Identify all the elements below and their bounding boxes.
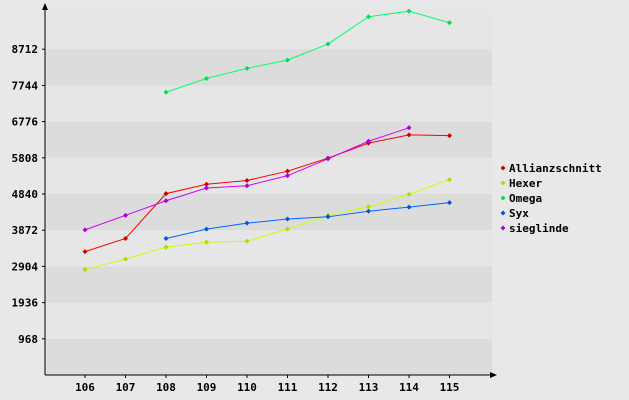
- data-point-allianzschnitt: [285, 168, 290, 174]
- y-tick-label: 5808: [12, 152, 39, 165]
- data-point-hexer: [285, 226, 290, 232]
- data-point-omega: [244, 65, 250, 71]
- y-axis-ticks: 968 1936 2904 3872 4840 5808 6776 7744 8712: [12, 43, 45, 346]
- x-tick-label: 111: [278, 381, 298, 394]
- legend-marker-allianzschnitt: [500, 165, 506, 171]
- series-markers: [82, 8, 452, 273]
- y-tick-label: 7744: [12, 79, 39, 92]
- plot-background-bands: [45, 10, 492, 375]
- data-point-syx: [325, 214, 331, 220]
- plot-band: [45, 10, 492, 50]
- data-point-allianzschnitt: [204, 181, 209, 187]
- series-line-hexer: [84, 179, 450, 271]
- y-tick-label: 1936: [12, 297, 39, 310]
- legend-marker-sieglinde: [500, 225, 506, 231]
- data-point-sieglinde: [406, 125, 412, 131]
- data-point-hexer: [406, 191, 412, 197]
- data-point-allianzschnitt: [123, 235, 128, 241]
- data-point-allianzschnitt: [406, 132, 412, 138]
- series-line-allianzschnitt: [84, 134, 450, 253]
- y-tick-label: 8712: [12, 43, 39, 56]
- data-point-syx: [204, 226, 209, 232]
- x-tick-label: 112: [318, 381, 338, 394]
- data-point-hexer: [82, 267, 88, 273]
- legend-label-sieglinde: sieglinde: [509, 222, 569, 235]
- data-point-sieglinde: [123, 212, 128, 218]
- data-point-hexer: [204, 239, 209, 245]
- data-point-sieglinde: [163, 198, 169, 204]
- x-tick-label: 108: [156, 381, 176, 394]
- plot-band: [45, 49, 492, 86]
- plot-band: [45, 193, 492, 231]
- data-point-syx: [285, 216, 290, 222]
- y-tick-label: 4840: [12, 188, 39, 201]
- x-tick-label: 109: [197, 381, 217, 394]
- data-point-omega: [163, 89, 169, 95]
- x-axis-ticks: 106 107 108 109 110 111 112 113 114 115: [75, 375, 459, 394]
- data-point-syx: [366, 208, 371, 214]
- legend-marker-syx: [500, 210, 506, 216]
- data-point-syx: [244, 220, 250, 226]
- legend-marker-hexer: [500, 180, 506, 186]
- legend-label-allianzschnitt: Allianzschnitt: [509, 162, 602, 175]
- plot-band: [45, 266, 492, 303]
- axes: [42, 3, 497, 378]
- y-tick-label: 2904: [12, 260, 39, 273]
- data-point-omega: [366, 14, 371, 20]
- legend: Allianzschnitt Hexer Omega Syx sieglinde: [500, 162, 602, 235]
- series-lines: [84, 10, 450, 271]
- series-line-syx: [165, 202, 450, 239]
- x-tick-label: 110: [237, 381, 257, 394]
- data-point-sieglinde: [244, 183, 250, 189]
- data-point-sieglinde: [366, 138, 371, 144]
- series-line-omega: [165, 10, 450, 93]
- data-point-sieglinde: [325, 156, 331, 162]
- y-tick-label: 968: [18, 333, 38, 346]
- data-point-syx: [406, 204, 412, 210]
- legend-label-omega: Omega: [509, 192, 542, 205]
- data-point-allianzschnitt: [82, 249, 88, 255]
- data-point-allianzschnitt: [163, 191, 169, 197]
- data-point-omega: [204, 75, 209, 81]
- data-point-omega: [447, 20, 452, 26]
- data-point-hexer: [163, 244, 169, 250]
- data-point-allianzschnitt: [447, 133, 452, 139]
- data-point-hexer: [366, 204, 371, 210]
- data-point-allianzschnitt: [244, 178, 250, 184]
- y-tick-label: 6776: [12, 116, 39, 129]
- data-point-sieglinde: [204, 185, 209, 191]
- plot-band: [45, 302, 492, 339]
- legend-label-syx: Syx: [509, 207, 529, 220]
- x-tick-label: 115: [440, 381, 460, 394]
- legend-marker-omega: [500, 195, 506, 201]
- y-tick-label: 3872: [12, 224, 39, 237]
- data-point-hexer: [123, 256, 128, 262]
- data-point-syx: [447, 200, 452, 206]
- x-tick-label: 107: [116, 381, 136, 394]
- x-axis-arrow: [490, 372, 497, 378]
- x-tick-label: 114: [399, 381, 419, 394]
- data-point-omega: [325, 41, 331, 47]
- x-tick-label: 106: [75, 381, 95, 394]
- data-point-omega: [285, 57, 290, 63]
- data-point-hexer: [447, 177, 452, 183]
- x-tick-label: 113: [359, 381, 379, 394]
- data-point-hexer: [244, 238, 250, 244]
- plot-band: [45, 338, 492, 375]
- plot-band: [45, 121, 492, 158]
- data-point-sieglinde: [285, 173, 290, 179]
- plot-band: [45, 85, 492, 122]
- y-axis-arrow: [42, 3, 48, 10]
- legend-label-hexer: Hexer: [509, 177, 542, 190]
- data-point-sieglinde: [82, 227, 88, 233]
- data-point-omega: [406, 8, 412, 14]
- data-point-syx: [163, 235, 169, 241]
- plot-band: [45, 230, 492, 267]
